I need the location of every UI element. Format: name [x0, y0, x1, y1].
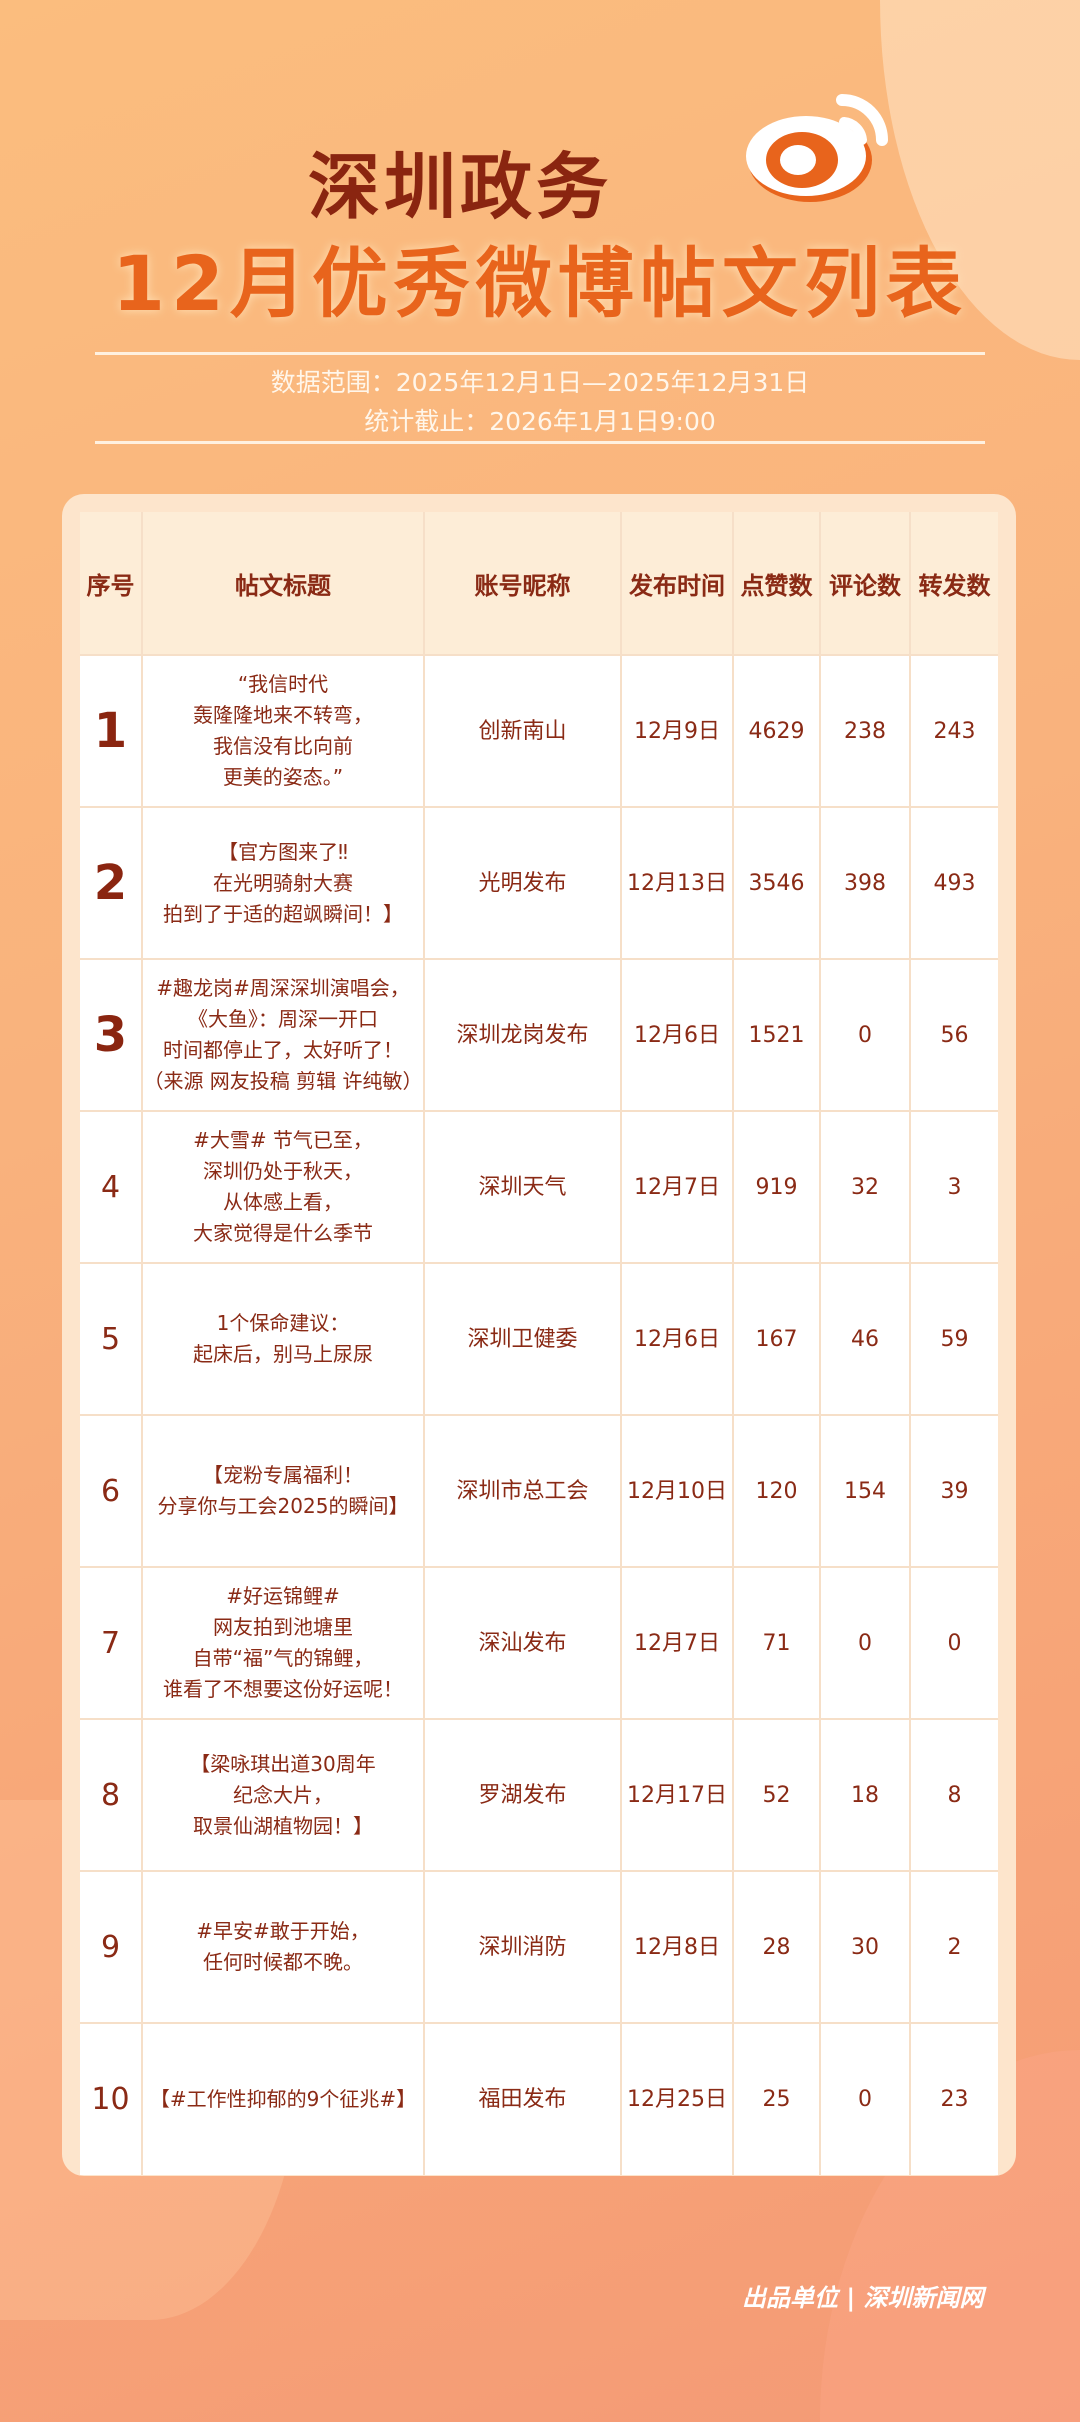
column-header: 转发数: [910, 512, 998, 655]
cell-title: 【宠粉专属福利！ 分享你与工会2025的瞬间】: [142, 1414, 425, 1567]
cell-title: 1个保命建议： 起床后，别马上尿尿: [142, 1262, 425, 1415]
cell-rank: 7: [80, 1566, 143, 1719]
cell-account: 深圳消防: [424, 1870, 622, 2023]
cell-date: 12月9日: [621, 654, 734, 807]
cell-date: 12月17日: [621, 1718, 734, 1871]
cell-title: #好运锦鲤# 网友拍到池塘里 自带“福”气的锦鲤， 谁看了不想要这份好运呢！: [142, 1566, 425, 1719]
cell-comments: 0: [820, 2022, 911, 2175]
cell-title: #早安#敢于开始， 任何时候都不晚。: [142, 1870, 425, 2023]
divider: [95, 352, 985, 355]
cell-likes: 4629: [733, 654, 821, 807]
cell-rank: 8: [80, 1718, 143, 1871]
cell-date: 12月7日: [621, 1566, 734, 1719]
cell-rank: 2: [80, 806, 143, 959]
weibo-logo-icon: [746, 94, 888, 202]
title-line-2: 12月优秀微博帖文列表: [112, 239, 968, 328]
cell-date: 12月7日: [621, 1110, 734, 1263]
cell-title: 【梁咏琪出道30周年 纪念大片， 取景仙湖植物园！】: [142, 1718, 425, 1871]
cell-reposts: 8: [910, 1718, 998, 1871]
table-row: 5 1个保命建议： 起床后，别马上尿尿 深圳卫健委 12月6日 167 46 59: [80, 1262, 998, 1415]
cell-reposts: 59: [910, 1262, 998, 1415]
cell-title: 【#工作性抑郁的9个征兆#】: [142, 2022, 425, 2175]
cell-comments: 238: [820, 654, 911, 807]
cell-date: 12月8日: [621, 1870, 734, 2023]
posts-table: 序号 帖文标题 账号昵称 发布时间 点赞数 评论数 转发数 1 “我信时代 轰隆隆地来不转弯，…: [80, 512, 998, 2175]
cell-comments: 18: [820, 1718, 911, 1871]
table-row: 2 【官方图来了‼ 在光明骑射大赛 拍到了于适的超飒瞬间！】 光明发布 12月13日 3…: [80, 806, 998, 959]
cell-date: 12月10日: [621, 1414, 734, 1567]
cell-account: 深圳龙岗发布: [424, 958, 622, 1111]
cell-title: 【官方图来了‼ 在光明骑射大赛 拍到了于适的超飒瞬间！】: [142, 806, 425, 959]
cell-account: 福田发布: [424, 2022, 622, 2175]
cell-reposts: 3: [910, 1110, 998, 1263]
cell-likes: 52: [733, 1718, 821, 1871]
cell-reposts: 23: [910, 2022, 998, 2175]
column-header: 发布时间: [621, 512, 734, 655]
cell-account: 深汕发布: [424, 1566, 622, 1719]
cell-account: 深圳卫健委: [424, 1262, 622, 1415]
cell-rank: 10: [80, 2022, 143, 2175]
cell-account: 罗湖发布: [424, 1718, 622, 1871]
table-row: 4 #大雪# 节气已至， 深圳仍处于秋天， 从体感上看， 大家觉得是什么季节 深圳天…: [80, 1110, 998, 1263]
cell-comments: 30: [820, 1870, 911, 2023]
column-header: 评论数: [820, 512, 911, 655]
cell-likes: 3546: [733, 806, 821, 959]
table-row: 3 #趣龙岗#周深深圳演唱会， 《大鱼》：周深一开口 时间都停止了，太好听了！ （…: [80, 958, 998, 1111]
cell-account: 深圳市总工会: [424, 1414, 622, 1567]
cell-title: #大雪# 节气已至， 深圳仍处于秋天， 从体感上看， 大家觉得是什么季节: [142, 1110, 425, 1263]
cell-likes: 71: [733, 1566, 821, 1719]
cell-comments: 398: [820, 806, 911, 959]
column-header: 账号昵称: [424, 512, 622, 655]
column-header: 帖文标题: [142, 512, 425, 655]
cell-reposts: 0: [910, 1566, 998, 1719]
cell-likes: 28: [733, 1870, 821, 2023]
table-row: 1 “我信时代 轰隆隆地来不转弯， 我信没有比向前 更美的姿态。” 创新南山 12月9…: [80, 654, 998, 807]
cell-comments: 0: [820, 958, 911, 1111]
cell-account: 光明发布: [424, 806, 622, 959]
cell-date: 12月25日: [621, 2022, 734, 2175]
column-header: 点赞数: [733, 512, 821, 655]
cell-likes: 25: [733, 2022, 821, 2175]
cell-title: #趣龙岗#周深深圳演唱会， 《大鱼》：周深一开口 时间都停止了，太好听了！ （来…: [142, 958, 425, 1111]
cell-reposts: 493: [910, 806, 998, 959]
cell-reposts: 243: [910, 654, 998, 807]
cell-comments: 0: [820, 1566, 911, 1719]
cell-rank: 1: [80, 654, 143, 807]
cell-likes: 919: [733, 1110, 821, 1263]
cell-likes: 120: [733, 1414, 821, 1567]
table-header-row: 序号 帖文标题 账号昵称 发布时间 点赞数 评论数 转发数: [80, 512, 998, 655]
cutoff-time: 统计截止：2026年1月1日9:00: [364, 407, 716, 436]
cell-comments: 32: [820, 1110, 911, 1263]
table-row: 6 【宠粉专属福利！ 分享你与工会2025的瞬间】 深圳市总工会 12月10日 120 1…: [80, 1414, 998, 1567]
cell-likes: 1521: [733, 958, 821, 1111]
cell-comments: 154: [820, 1414, 911, 1567]
cell-comments: 46: [820, 1262, 911, 1415]
credit: 出品单位 | 深圳新闻网: [742, 2284, 984, 2312]
cell-title: “我信时代 轰隆隆地来不转弯， 我信没有比向前 更美的姿态。”: [142, 654, 425, 807]
cell-reposts: 39: [910, 1414, 998, 1567]
cell-rank: 9: [80, 1870, 143, 2023]
divider: [95, 441, 985, 444]
cell-likes: 167: [733, 1262, 821, 1415]
table-row: 8 【梁咏琪出道30周年 纪念大片， 取景仙湖植物园！】 罗湖发布 12月17日 52 1…: [80, 1718, 998, 1871]
cell-account: 深圳天气: [424, 1110, 622, 1263]
cell-date: 12月6日: [621, 1262, 734, 1415]
data-range: 数据范围：2025年12月1日—2025年12月31日: [270, 368, 810, 397]
cell-reposts: 2: [910, 1870, 998, 2023]
column-header: 序号: [80, 512, 143, 655]
cell-date: 12月13日: [621, 806, 734, 959]
cell-rank: 4: [80, 1110, 143, 1263]
table-row: 9 #早安#敢于开始， 任何时候都不晚。 深圳消防 12月8日 28 30 2: [80, 1870, 998, 2023]
table-row: 7 #好运锦鲤# 网友拍到池塘里 自带“福”气的锦鲤， 谁看了不想要这份好运呢！深…: [80, 1566, 998, 1719]
cell-date: 12月6日: [621, 958, 734, 1111]
cell-rank: 3: [80, 958, 143, 1111]
title-line-1: 深圳政务: [307, 145, 612, 229]
cell-reposts: 56: [910, 958, 998, 1111]
cell-account: 创新南山: [424, 654, 622, 807]
table-row: 10 【#工作性抑郁的9个征兆#】 福田发布 12月25日 25 0 23: [80, 2022, 998, 2175]
cell-rank: 6: [80, 1414, 143, 1567]
cell-rank: 5: [80, 1262, 143, 1415]
